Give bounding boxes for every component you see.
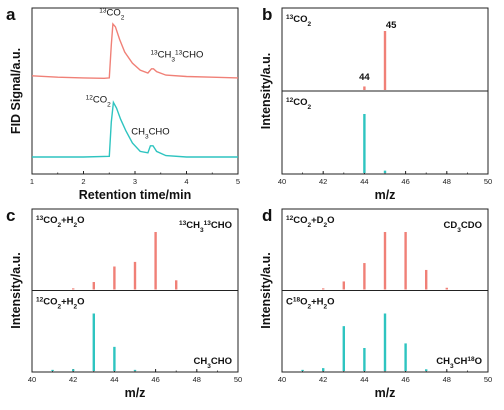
x-axis-label: Retention time/min (79, 188, 192, 202)
panel-b: b 40 42 44 46 48 50 m/z Intensity/a.u. 44 45 (259, 5, 492, 202)
bar (113, 346, 116, 371)
x-tick-label: 48 (443, 375, 451, 384)
y-axis-label: Intensity/a.u. (259, 252, 273, 328)
x-tick-label: 50 (484, 177, 492, 186)
panel-letter: a (6, 5, 16, 24)
panel-c: c 40 42 44 46 48 50 m/z Intensity/a.u. (6, 206, 242, 400)
bar (425, 369, 428, 371)
x-tick-label: 3 (133, 177, 137, 186)
bar (133, 261, 137, 290)
subplot-label: 12CO2+D2O (286, 215, 335, 229)
bar (445, 287, 448, 290)
bar (72, 369, 75, 371)
x-tick-label: 40 (278, 177, 286, 186)
bar (133, 369, 137, 371)
x-tick-label: 4 (184, 177, 188, 186)
bar (363, 348, 366, 371)
x-tick-label: 46 (401, 375, 409, 384)
subplot-label: 13CO2 (286, 14, 311, 28)
subplot-label: 12CO2 (286, 97, 311, 111)
bar (404, 343, 407, 371)
bar (342, 281, 345, 290)
panel-d: d 40 42 44 46 48 50 m/z Intensity/a.u. (259, 206, 492, 400)
bar (92, 282, 95, 290)
bar (154, 232, 157, 290)
x-axis-label: m/z (125, 386, 146, 400)
x-axis-label: m/z (375, 386, 396, 400)
bar (383, 232, 387, 290)
x-tick-label: 48 (443, 177, 451, 186)
panel-a: a 1 2 3 4 5 Retention time/min FID Signal/a.u. (6, 5, 240, 202)
subplot-compound-label: CH3CHO (194, 356, 232, 370)
bar (363, 263, 366, 290)
panel-letter: d (262, 206, 272, 225)
peak-label: 13CH313CHO (150, 49, 203, 63)
bar (301, 369, 304, 371)
subplot-label: C18O2+H2O (286, 296, 335, 310)
x-tick-label: 50 (234, 375, 242, 384)
bar (363, 114, 366, 173)
bar (404, 232, 407, 290)
bar (92, 313, 95, 371)
x-tick-label: 44 (360, 375, 368, 384)
plot-frame (31, 7, 239, 175)
bar (383, 313, 387, 371)
bar (322, 288, 325, 290)
x-tick-label: 48 (193, 375, 201, 384)
x-tick-label: 42 (319, 177, 327, 186)
subplot-compound-label: 13CH313CHO (179, 220, 232, 234)
x-axis-label: m/z (375, 188, 396, 202)
peak-label: CH3CHO (131, 127, 169, 141)
x-tick-label: 50 (484, 375, 492, 384)
bar (383, 170, 387, 173)
y-axis-label: Intensity/a.u. (259, 53, 273, 129)
subplot-compound-label: CD3CDO (444, 220, 482, 234)
y-axis-label: FID Signal/a.u. (9, 48, 23, 134)
bar (175, 280, 178, 290)
x-tick-label: 1 (30, 177, 34, 186)
y-axis-label: Intensity/a.u. (9, 252, 23, 328)
series-line-teal (32, 100, 238, 158)
x-tick-label: 46 (151, 375, 159, 384)
bar (113, 266, 116, 290)
x-tick-label: 42 (319, 375, 327, 384)
series-line-red (31, 22, 239, 80)
x-tick-label: 5 (236, 177, 240, 186)
bar (72, 288, 75, 290)
panel-letter: b (262, 5, 272, 24)
x-tick-label: 40 (28, 375, 36, 384)
value-label: 44 (359, 72, 370, 83)
subplot-label: 12CO2+H2O (36, 296, 85, 310)
bar (383, 31, 387, 90)
peak-label: 12CO2 (86, 94, 111, 108)
x-tick-label: 46 (401, 177, 409, 186)
bar (51, 369, 54, 371)
x-tick-label: 44 (360, 177, 368, 186)
bar (425, 269, 428, 290)
peak-label: 13CO2 (99, 7, 124, 21)
bar (342, 326, 345, 371)
subplot-label: 13CO2+H2O (36, 215, 85, 229)
x-tick-label: 2 (81, 177, 85, 186)
value-label: 45 (386, 20, 397, 31)
panel-letter: c (6, 206, 15, 225)
bar (322, 368, 325, 371)
subplot-compound-label: CH3CH18O (436, 356, 482, 370)
x-tick-label: 42 (69, 375, 77, 384)
bar (363, 86, 366, 90)
x-tick-label: 44 (110, 375, 118, 384)
x-tick-label: 40 (278, 375, 286, 384)
